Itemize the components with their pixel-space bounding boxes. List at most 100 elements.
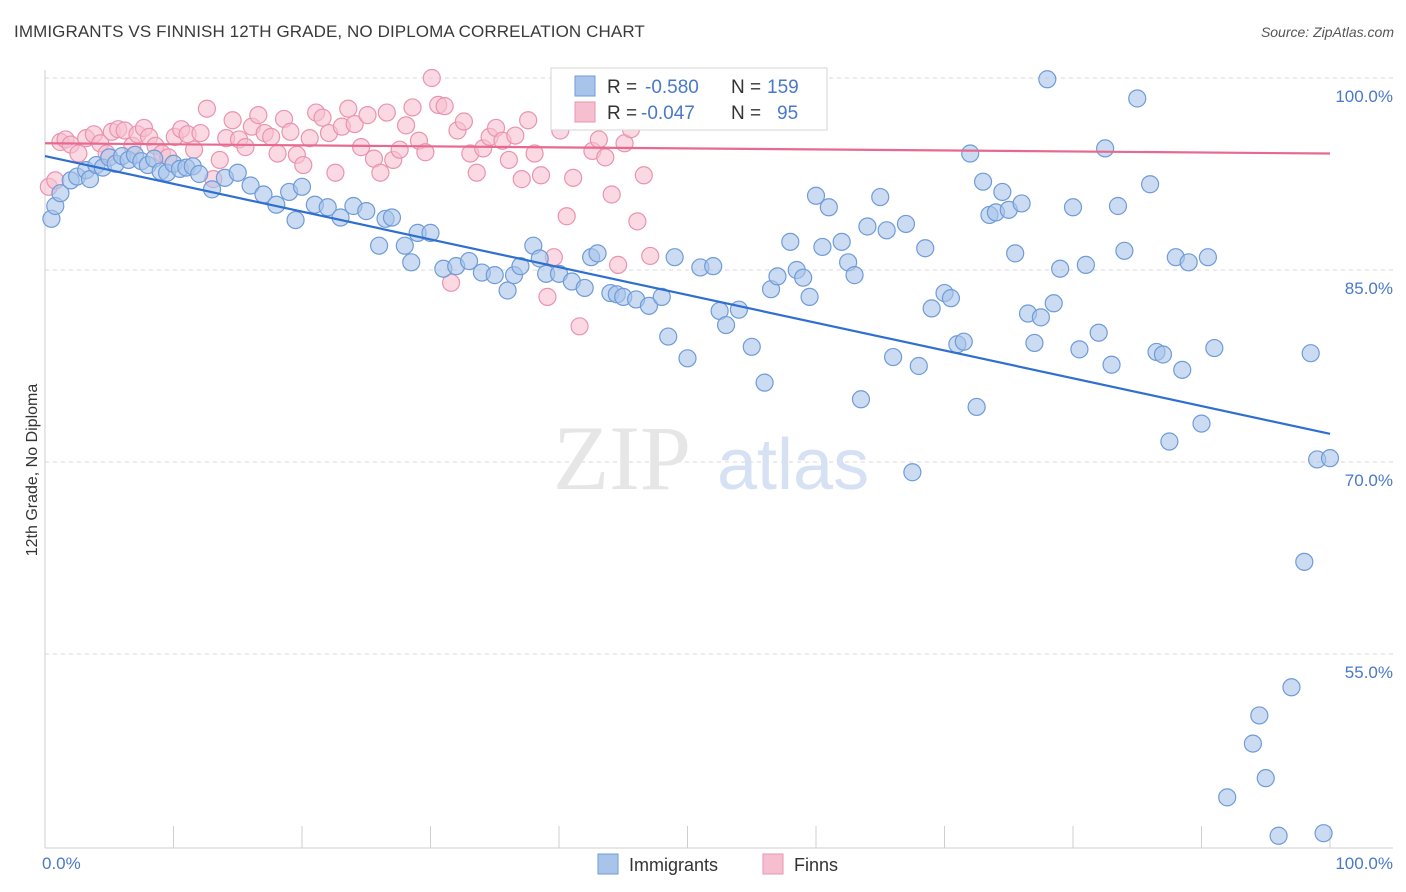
legend-label-immigrants: Immigrants	[629, 855, 718, 875]
immigrants-point	[1038, 70, 1057, 89]
stats-n-label: N =	[731, 77, 761, 98]
immigrants-point	[922, 299, 941, 318]
immigrants-point	[755, 373, 774, 392]
immigrants-point	[851, 390, 871, 409]
immigrants-point	[1256, 769, 1275, 788]
immigrants-point	[896, 214, 916, 234]
immigrants-point	[954, 332, 973, 351]
immigrants-point	[716, 315, 736, 335]
finns-point	[371, 163, 390, 182]
immigrants-point	[1250, 706, 1269, 725]
immigrants-point	[1089, 323, 1108, 342]
stats-legend: R = -0.580 N = 159 R = -0.047 N = 95	[550, 67, 828, 131]
series-legend: Immigrants Finns	[597, 853, 838, 875]
finns-point	[570, 317, 589, 336]
immigrants-point	[370, 236, 389, 255]
immigrants-point	[395, 236, 414, 255]
finns-point	[197, 99, 217, 118]
finns-point	[403, 98, 422, 117]
finns-point	[454, 112, 474, 131]
immigrants-point	[51, 184, 70, 203]
finns-point	[294, 155, 313, 175]
finns-point	[313, 108, 332, 127]
immigrants-point	[678, 349, 697, 368]
immigrants-point	[781, 232, 800, 251]
immigrants-point	[511, 257, 530, 276]
immigrants-point	[485, 266, 504, 285]
immigrants-point	[845, 266, 864, 285]
finns-point	[441, 273, 461, 292]
immigrants-point	[1243, 734, 1263, 753]
watermark-atlas: atlas	[717, 425, 869, 505]
chart-source: Source: ZipAtlas.com	[1260, 24, 1394, 40]
immigrants-point	[871, 187, 890, 207]
y-tick-label: 55.0%	[1345, 663, 1393, 682]
immigrants-point	[1320, 449, 1340, 468]
immigrants-point	[292, 177, 312, 196]
stats-r-value: -0.047	[641, 103, 695, 124]
immigrants-point	[286, 210, 305, 230]
finns-point	[506, 126, 525, 145]
immigrants-point	[1108, 196, 1128, 216]
finns-point	[422, 68, 441, 88]
immigrants-point	[665, 248, 684, 267]
chart-title: IMMIGRANTS VS FINNISH 12TH GRADE, NO DIP…	[14, 22, 645, 41]
finns-point	[326, 163, 345, 182]
immigrants-point	[903, 463, 922, 482]
tick-labels: 55.0% 70.0% 85.0% 100.0% 0.0% 100.0%	[42, 87, 1393, 873]
immigrants-point	[941, 289, 961, 308]
y-tick-label: 85.0%	[1345, 279, 1393, 298]
watermark: ZIP atlas	[553, 407, 869, 509]
finns-point	[352, 138, 371, 157]
trend-lines	[44, 142, 1331, 435]
x-tick-label: 100.0%	[1335, 854, 1393, 873]
finns-trend-line	[44, 142, 1331, 155]
immigrants-point	[704, 257, 723, 276]
immigrants-point	[498, 281, 517, 300]
immigrants-point	[768, 267, 787, 286]
immigrants-point	[916, 239, 935, 258]
finns-point	[557, 207, 576, 226]
stats-r-value: -0.580	[645, 77, 699, 98]
stats-swatch-immigrants	[574, 75, 596, 97]
finns-point	[268, 144, 287, 163]
immigrants-point	[190, 164, 209, 184]
immigrants-point	[459, 251, 479, 271]
grid-lines	[45, 77, 1395, 655]
immigrants-point	[588, 244, 607, 263]
immigrants-point	[639, 296, 659, 315]
finns-point	[531, 166, 551, 185]
stats-r-label: R =	[607, 103, 637, 124]
immigrants-point	[1160, 432, 1179, 451]
immigrants-point	[909, 356, 928, 376]
finns-point	[628, 212, 647, 231]
finns-point	[519, 111, 538, 130]
stats-n-value: 159	[767, 77, 799, 98]
finns-point	[538, 287, 557, 306]
finns-point	[236, 138, 255, 157]
finns-point	[281, 122, 300, 141]
finns-point	[512, 170, 531, 189]
finns-point	[467, 163, 486, 182]
finns-point	[249, 106, 268, 125]
immigrants-point	[1102, 355, 1121, 374]
immigrants-point	[1044, 294, 1063, 313]
finns-point	[525, 144, 544, 163]
immigrants-point	[794, 268, 813, 287]
immigrants-point	[402, 253, 421, 272]
immigrants-point	[1314, 824, 1333, 843]
immigrants-point	[1282, 678, 1301, 697]
immigrants-point	[318, 198, 337, 217]
immigrants-point	[1031, 308, 1050, 327]
immigrants-point	[806, 186, 826, 205]
immigrants-point	[1140, 175, 1160, 194]
finns-point	[641, 246, 660, 266]
x-tick-label: 0.0%	[42, 854, 81, 873]
finns-point	[564, 168, 583, 187]
finns-point	[589, 130, 608, 149]
finns-point	[210, 150, 229, 170]
immigrants-point	[961, 144, 980, 163]
finns-point	[435, 97, 454, 116]
immigrants-point	[993, 182, 1012, 202]
y-tick-label: 70.0%	[1345, 471, 1393, 490]
